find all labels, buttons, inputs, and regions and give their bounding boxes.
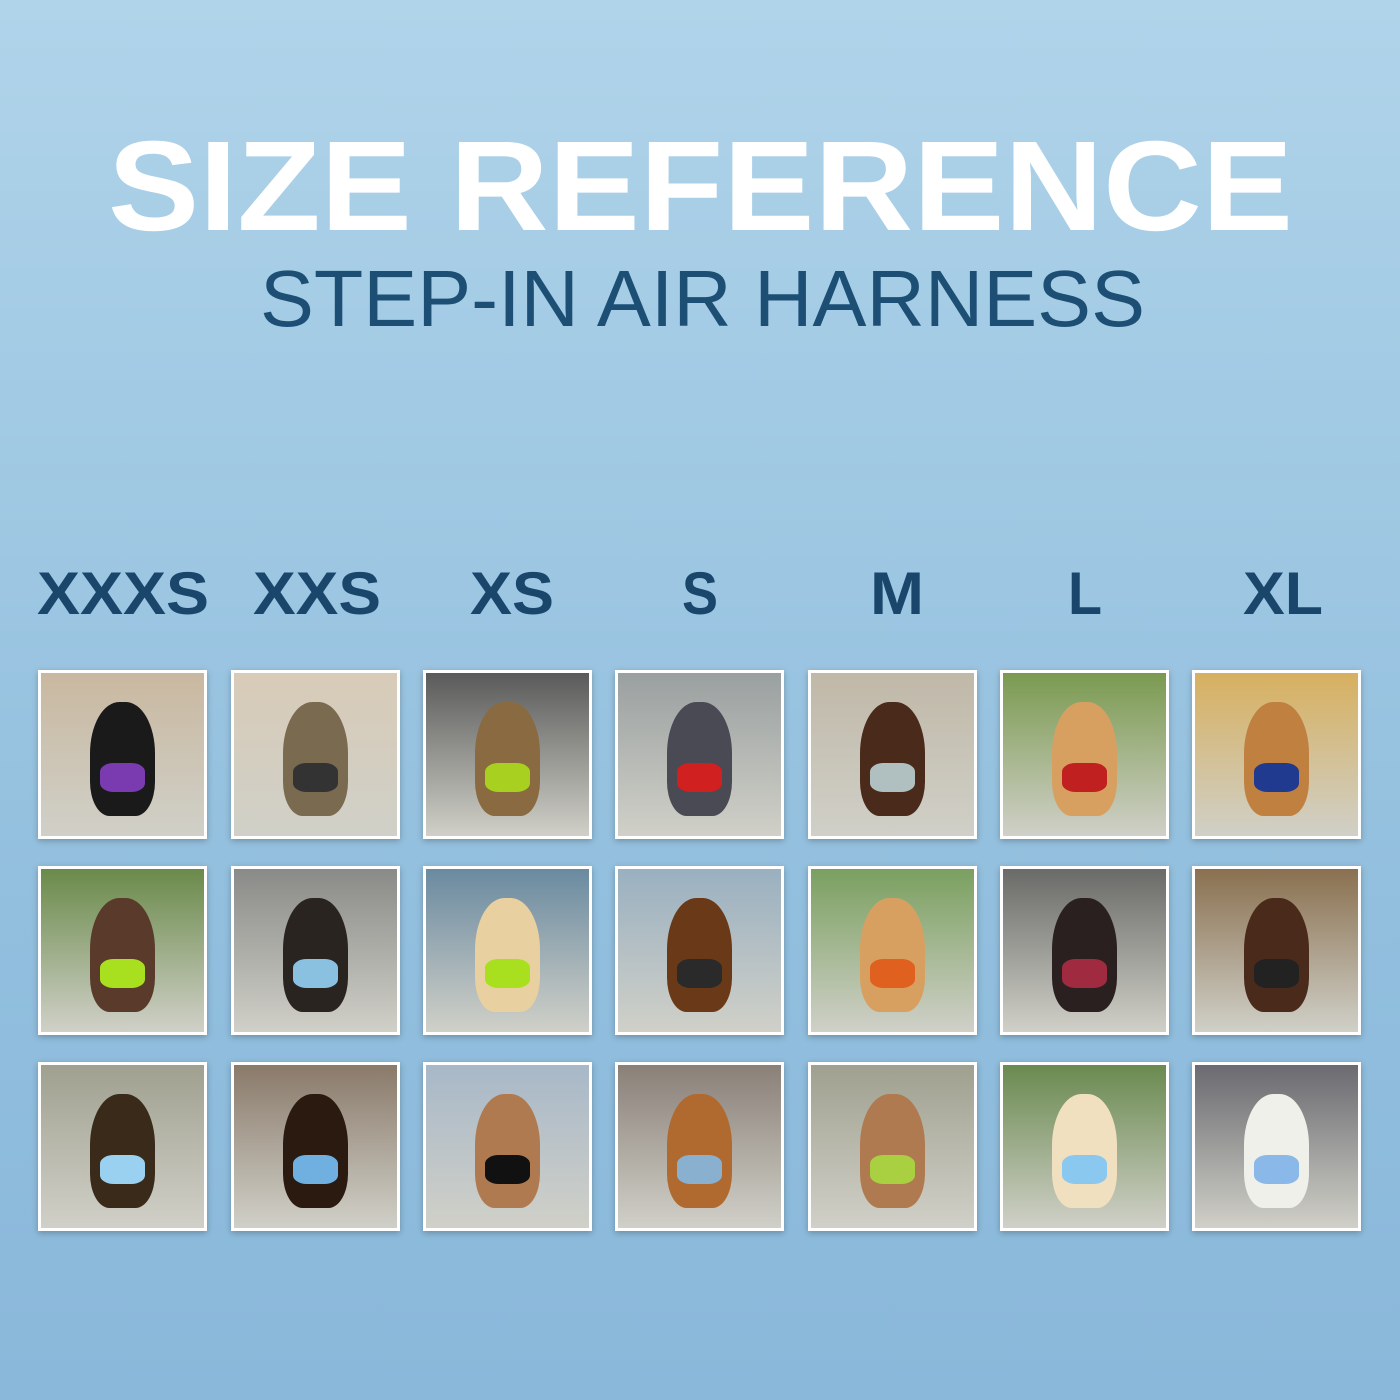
pet-figure xyxy=(859,898,926,1013)
pet-photo-xl-3 xyxy=(1192,1062,1361,1231)
harness-figure xyxy=(676,1154,723,1184)
pet-figure xyxy=(666,702,733,817)
size-label-l: L xyxy=(1068,560,1102,627)
harness-figure xyxy=(869,1154,916,1184)
pet-photo-s-3 xyxy=(615,1062,784,1231)
pet-photo-xs-2 xyxy=(423,866,592,1035)
pet-photo-xl-1 xyxy=(1192,670,1361,839)
page-title: SIZE REFERENCE xyxy=(108,115,1293,258)
pet-figure xyxy=(474,702,541,817)
pet-photo-l-2 xyxy=(1000,866,1169,1035)
harness-figure xyxy=(484,958,531,988)
pet-photo-xxs-3 xyxy=(231,1062,400,1231)
pet-photo-xs-3 xyxy=(423,1062,592,1231)
harness-figure xyxy=(1253,1154,1300,1184)
pet-figure xyxy=(859,702,926,817)
pet-photo-xs-1 xyxy=(423,670,592,839)
pet-photo-xxxs-3 xyxy=(38,1062,207,1231)
pet-photo-m-1 xyxy=(808,670,977,839)
pet-figure xyxy=(474,898,541,1013)
pet-figure xyxy=(1051,702,1118,817)
harness-figure xyxy=(484,762,531,792)
harness-figure xyxy=(1061,762,1108,792)
harness-figure xyxy=(484,1154,531,1184)
pet-figure xyxy=(89,898,156,1013)
size-label-xxxs: XXXS xyxy=(37,560,209,627)
pet-figure xyxy=(282,898,349,1013)
pet-figure xyxy=(1051,1094,1118,1209)
pet-figure xyxy=(89,1094,156,1209)
pet-figure xyxy=(1243,898,1310,1013)
pet-photo-xxs-2 xyxy=(231,866,400,1035)
harness-figure xyxy=(869,958,916,988)
harness-figure xyxy=(99,1154,146,1184)
pet-figure xyxy=(282,702,349,817)
pet-figure xyxy=(89,702,156,817)
pet-figure xyxy=(666,898,733,1013)
size-label-xs: XS xyxy=(470,560,554,627)
harness-figure xyxy=(292,958,339,988)
pet-photo-m-3 xyxy=(808,1062,977,1231)
pet-figure xyxy=(1243,702,1310,817)
pet-photo-xxxs-1 xyxy=(38,670,207,839)
harness-figure xyxy=(99,958,146,988)
header: SIZE REFERENCE STEP-IN AIR HARNESS XXXS X… xyxy=(37,115,1323,627)
pet-photo-l-1 xyxy=(1000,670,1169,839)
harness-figure xyxy=(1253,958,1300,988)
pet-figure xyxy=(666,1094,733,1209)
pet-photo-xxxs-2 xyxy=(38,866,207,1035)
size-label-s: S xyxy=(682,560,718,627)
size-label-xl: XL xyxy=(1243,560,1323,627)
size-label-xxs: XXS xyxy=(253,560,381,627)
size-label-m: M xyxy=(870,560,924,627)
harness-figure xyxy=(1061,1154,1108,1184)
pet-photo-s-2 xyxy=(615,866,784,1035)
page-subtitle: STEP-IN AIR HARNESS xyxy=(260,254,1145,343)
pet-figure xyxy=(1243,1094,1310,1209)
size-labels: XXXS XXS XS S M L XL xyxy=(37,560,1323,627)
harness-figure xyxy=(676,958,723,988)
pet-photo-l-3 xyxy=(1000,1062,1169,1231)
harness-figure xyxy=(292,1154,339,1184)
pet-photo-xxs-1 xyxy=(231,670,400,839)
pet-photo-m-2 xyxy=(808,866,977,1035)
harness-figure xyxy=(1061,958,1108,988)
pet-photo-s-1 xyxy=(615,670,784,839)
harness-figure xyxy=(676,762,723,792)
harness-figure xyxy=(99,762,146,792)
pet-figure xyxy=(859,1094,926,1209)
pet-figure xyxy=(282,1094,349,1209)
pet-figure xyxy=(474,1094,541,1209)
pet-photo-xl-2 xyxy=(1192,866,1361,1035)
harness-figure xyxy=(292,762,339,792)
pet-figure xyxy=(1051,898,1118,1013)
harness-figure xyxy=(1253,762,1300,792)
harness-figure xyxy=(869,762,916,792)
